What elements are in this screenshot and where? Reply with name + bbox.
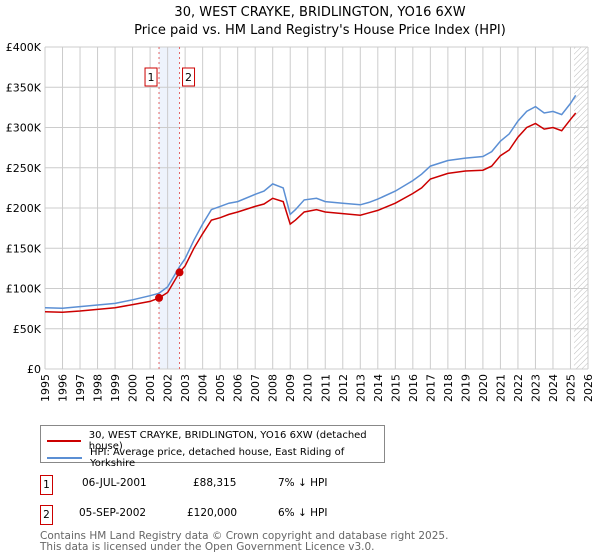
transaction-price: £88,315 <box>193 477 237 489</box>
y-tick-label: £350K <box>6 81 42 94</box>
series-line <box>44 94 577 309</box>
sale-badge-label: 1 <box>148 71 155 84</box>
footer-line: This data is licensed under the Open Gov… <box>40 541 375 553</box>
x-tick-label: 2011 <box>319 374 332 402</box>
sale-badge-label: 2 <box>185 71 192 84</box>
subtitle: Price paid vs. HM Land Registry's House … <box>134 23 506 38</box>
y-tick-label: £400K <box>6 41 42 54</box>
x-tick-label: 1996 <box>57 374 70 402</box>
sale-point <box>175 268 184 277</box>
chart: 1995 1996 1997 1998 1999 2000 2001 2002 2003 2004… <box>6 41 595 402</box>
x-tick-label: 2020 <box>477 374 490 402</box>
y-tick-label: £50K <box>13 323 42 336</box>
transaction-date: 05-SEP-2002 <box>79 507 147 519</box>
transaction-price: £120,000 <box>187 507 238 519</box>
transaction-delta: 7% ↓ HPI <box>278 477 328 489</box>
x-tick-label: 2017 <box>424 374 437 402</box>
x-tick-label: 2004 <box>197 374 210 402</box>
red-line-swatch <box>47 440 81 442</box>
x-tick-label: 1998 <box>92 374 105 402</box>
x-tick-label: 2003 <box>179 374 192 402</box>
x-tick-label: 2026 <box>582 374 595 402</box>
y-tick-label: £200K <box>6 202 42 215</box>
y-tick-label: £150K <box>6 242 42 255</box>
legend: 30, WEST CRAYKE, BRIDLINGTON, YO16 6XW (… <box>40 425 385 469</box>
x-tick-label: 2010 <box>302 374 315 402</box>
x-tick-label: 2015 <box>389 374 402 402</box>
blue-line-swatch <box>47 457 82 459</box>
legend-label: 30, WEST CRAYKE, BRIDLINGTON, YO16 6XW (… <box>88 430 367 452</box>
x-tick-label: 2001 <box>144 374 157 402</box>
transaction-badge: 2 <box>40 505 53 525</box>
x-tick-label: 1995 <box>39 374 52 402</box>
x-tick-label: 2009 <box>284 374 297 402</box>
x-tick-label: 2025 <box>564 374 577 402</box>
transaction-delta: 6% ↓ HPI <box>278 507 328 519</box>
title: 30, WEST CRAYKE, BRIDLINGTON, YO16 6XW <box>174 5 466 20</box>
y-tick-label: £0 <box>27 363 41 376</box>
y-tick-label: £250K <box>6 162 42 175</box>
sale-badge <box>144 67 158 87</box>
x-tick-label: 2013 <box>354 374 367 402</box>
x-tick-label: 2016 <box>407 374 420 402</box>
x-tick-label: 2005 <box>214 374 227 402</box>
footer: Contains HM Land Registry data © Crown c… <box>40 531 448 553</box>
x-tick-label: 2021 <box>494 374 507 402</box>
x-tick-label: 2023 <box>529 374 542 402</box>
x-tick-label: 2002 <box>162 374 175 402</box>
transaction-date: 06-JUL-2001 <box>82 477 147 489</box>
y-tick-label: £300K <box>6 122 42 135</box>
sale-badge <box>182 67 196 87</box>
x-tick-label: 2007 <box>249 374 262 402</box>
x-tick-label: 2014 <box>372 374 385 402</box>
x-tick-label: 2008 <box>267 374 280 402</box>
legend-item-property: 30, WEST CRAYKE, BRIDLINGTON, YO16 6XW (… <box>47 430 384 452</box>
x-tick-label: 2006 <box>232 374 245 402</box>
legend-label: HPI: Average price, detached house, East… <box>89 447 345 469</box>
transaction-badge: 1 <box>40 475 53 495</box>
x-tick-label: 2019 <box>459 374 472 402</box>
series-line <box>44 112 577 313</box>
x-tick-label: 1997 <box>74 374 87 402</box>
legend-item-hpi: HPI: Average price, detached house, East… <box>47 447 384 469</box>
x-tick-label: 2024 <box>547 374 560 402</box>
x-tick-label: 2000 <box>127 374 140 402</box>
x-tick-label: 2022 <box>512 374 525 402</box>
x-tick-label: 1999 <box>109 374 122 402</box>
footer-line: Contains HM Land Registry data © Crown c… <box>40 530 449 542</box>
x-tick-label: 2018 <box>442 374 455 402</box>
chart-title: 30, WEST CRAYKE, BRIDLINGTON, YO16 6XW P… <box>0 4 600 40</box>
sale-point <box>155 293 164 302</box>
x-tick-label: 2012 <box>337 374 350 402</box>
y-tick-label: £100K <box>6 283 42 296</box>
